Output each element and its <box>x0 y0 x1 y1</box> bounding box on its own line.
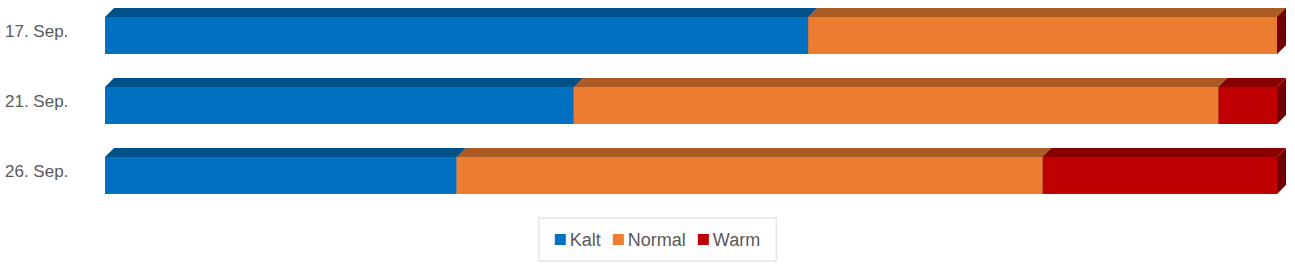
bar-top-face <box>105 78 583 87</box>
bar-segment <box>1043 148 1286 194</box>
legend-swatch <box>613 234 624 245</box>
bar-side-face <box>1277 8 1286 54</box>
bar-front-face <box>1043 157 1277 194</box>
bar-segment <box>808 8 1286 54</box>
bar-top-face <box>1218 78 1286 87</box>
bar-top-face <box>1043 148 1286 157</box>
bar-front-face <box>105 17 808 54</box>
bar-segment <box>1277 8 1286 54</box>
bar-segment <box>105 78 583 124</box>
bar-side-face <box>1277 78 1286 124</box>
bar-top-face <box>105 8 817 17</box>
legend-item: Warm <box>698 230 760 250</box>
bar-segment <box>574 78 1228 124</box>
category-labels: 17. Sep. 21. Sep. 26. Sep. <box>5 22 68 181</box>
chart-svg: 17. Sep. 21. Sep. 26. Sep. Kalt Normal Warm <box>0 0 1295 275</box>
legend-swatch <box>698 234 709 245</box>
legend-label: Kalt <box>570 230 601 250</box>
bar-segment <box>1218 78 1286 124</box>
legend-label: Normal <box>628 230 686 250</box>
bar-top-face <box>574 78 1228 87</box>
bar-segment <box>105 8 817 54</box>
legend-item: Kalt <box>555 230 601 250</box>
plot-area <box>105 8 1286 194</box>
category-label: 26. Sep. <box>5 162 68 181</box>
legend-item: Normal <box>613 230 686 250</box>
bar-segment <box>457 148 1052 194</box>
bar-top-face <box>457 148 1052 157</box>
bar-front-face <box>105 157 457 194</box>
category-label: 17. Sep. <box>5 22 68 41</box>
bar-top-face <box>105 148 466 157</box>
chart-container: 17. Sep. 21. Sep. 26. Sep. Kalt Normal Warm <box>0 0 1295 275</box>
category-label: 21. Sep. <box>5 92 68 111</box>
bar-top-face <box>808 8 1286 17</box>
bar-front-face <box>457 157 1043 194</box>
bar-front-face <box>105 87 574 124</box>
bar-segment <box>105 148 466 194</box>
legend: Kalt Normal Warm <box>539 218 776 261</box>
legend-swatch <box>555 234 566 245</box>
bar-front-face <box>808 17 1277 54</box>
legend-label: Warm <box>713 230 760 250</box>
bar-front-face <box>574 87 1219 124</box>
legend-box <box>539 218 776 261</box>
bar-front-face <box>1218 87 1277 124</box>
bar-side-face <box>1277 148 1286 194</box>
bar-side-face <box>1277 8 1286 54</box>
